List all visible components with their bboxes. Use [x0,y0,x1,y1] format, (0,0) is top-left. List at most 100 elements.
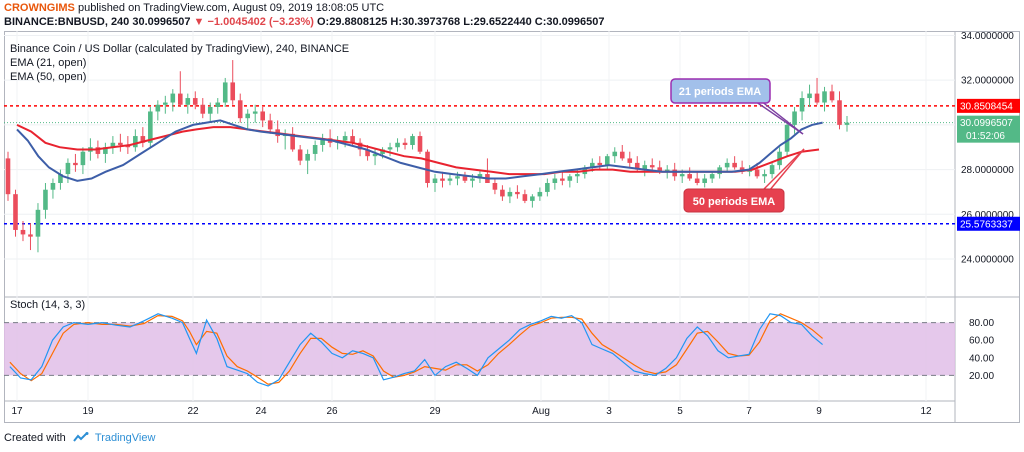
last-price: 30.0996507 [132,16,191,28]
author-name[interactable]: CROWNGIMS [4,2,75,14]
candle-body [604,156,610,166]
close-value: C:30.0996507 [534,16,605,28]
candle-body [702,178,707,183]
support-tag-text: 25.5763337 [960,219,1013,230]
candle-body [470,178,475,181]
tradingview-brand[interactable]: TradingView [94,432,156,444]
candle-body [230,82,236,101]
candle-body [267,120,273,130]
candle-body [372,153,378,157]
candle-body [724,162,730,168]
candle-body [365,149,370,157]
candle-body [754,169,760,177]
candle-body [207,107,213,114]
time-tick-label: 12 [920,406,932,417]
candle-body [507,191,513,197]
open-value: O:29.8808125 [316,16,388,28]
stoch-k-line [9,313,823,387]
candle-body [784,124,790,152]
candle-body [395,142,400,148]
candle-body [28,234,33,237]
candle-body [95,147,101,154]
price-tick-label: 32.0000000 [961,76,1014,87]
chart-legend: Binance Coin / US Dollar (calculated by … [10,43,349,311]
candle-body [515,191,520,195]
candle-body [627,158,633,163]
candle-body [792,111,797,125]
ema50-arrow-b [768,148,805,192]
publish-text: published on TradingView.com, August 09,… [77,2,385,14]
ema21-line [16,119,823,182]
candle-body [387,147,393,150]
price-tick-label: 24.0000000 [961,255,1014,266]
stoch-band [4,322,955,376]
legend-ema50: EMA (50, open) [10,71,86,83]
low-value: L:29.6522440 [463,16,532,28]
candle-body [342,136,348,141]
candle-body [530,196,535,201]
candle-body [440,178,445,181]
candle-body [118,142,123,145]
candle-body [357,142,363,150]
candle-body [320,138,325,145]
time-tick-label: Aug [532,406,550,417]
candle-body [717,167,722,175]
time-tick-label: 3 [606,406,612,417]
candle-body [657,167,663,172]
last-price-tag [957,115,1020,143]
time-tick-label: 9 [816,406,822,417]
ema21-callout-text: 21 periods EMA [679,86,762,98]
publish-info: CROWNGIMS published on TradingView.com, … [4,2,384,14]
stoch-tick-label: 60.00 [969,336,994,347]
candle-body [575,174,580,177]
footer: Created with TradingView [4,432,155,444]
ohlc-header: BINANCE:BNBUSD, 240 30.0996507 ▼ −1.0045… [4,16,604,28]
candle-body [769,165,775,175]
candle-body [380,149,385,154]
candle-body [687,174,692,179]
chart-frame[interactable]: 24.000000026.000000028.000000030.0000000… [4,31,1020,423]
stoch-axis-ticks: 20.00 40.00 60.00 80.00 [969,318,994,382]
time-tick-label: 24 [255,406,267,417]
candle-body [290,133,295,150]
ema50-annotation: 50 periods EMA [683,148,805,213]
candle-body [73,162,78,166]
candle-body [215,102,221,107]
candle-body [80,151,86,166]
candle-body [807,93,812,99]
candle-body [192,98,198,105]
candle-body [185,98,191,105]
candle-body [402,142,408,145]
candle-body [500,189,505,197]
candle-body [814,93,820,103]
price-tick-label: 28.0000000 [961,165,1014,176]
candle-body [634,162,640,170]
candle-body [148,111,153,143]
candle-body [649,165,655,168]
ema50-arrow [761,148,805,192]
candle-body [200,104,206,114]
candle-body [163,102,168,105]
candle-body [177,93,183,105]
time-tick-label: 19 [82,406,94,417]
candle-body [432,178,438,183]
ema21-callout-box [670,78,771,104]
candle-body [447,178,453,181]
candle-body [462,176,468,181]
time-tick-label: 7 [746,406,752,417]
time-tick-label: 26 [326,406,338,417]
resistance-tag-text: 30.8508454 [960,101,1013,112]
candle-body [410,136,415,145]
candle-body [590,162,595,168]
candle-body [799,98,805,112]
price-tick-label: 26.0000000 [961,210,1014,221]
candle-body [455,176,460,179]
ema21-annotation: 21 periods EMA [670,78,804,135]
symbol-label: BINANCE:BNBUSD, 240 [4,16,130,28]
time-tick-label: 17 [11,406,23,417]
legend-ema21: EMA (21, open) [10,57,86,69]
candle-body [43,189,48,210]
candle-body [140,136,146,143]
candle-body [155,104,161,112]
candle-body [612,151,618,157]
